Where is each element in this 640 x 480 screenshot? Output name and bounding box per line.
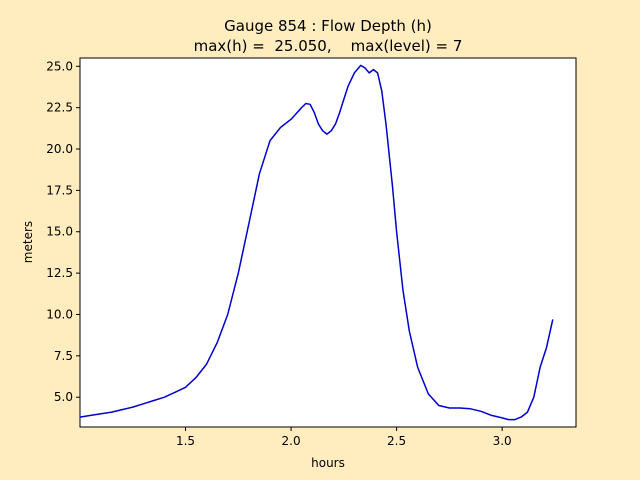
y-axis-ticks: 5.0 7.5 10.0 12.5 15.0 17.5 20.0 22.5 25.0 bbox=[46, 59, 80, 404]
y-tick-label: 17.5 bbox=[46, 183, 73, 197]
y-tick-label: 22.5 bbox=[46, 101, 73, 115]
chart-title-line-2: max(h) = 25.050, max(level) = 7 bbox=[194, 37, 463, 55]
y-tick-label: 25.0 bbox=[46, 59, 73, 73]
y-tick-label: 15.0 bbox=[46, 225, 73, 239]
x-tick-label: 1.5 bbox=[176, 434, 195, 448]
series-line-flow-depth bbox=[79, 64, 554, 421]
y-axis-label: meters bbox=[21, 221, 35, 263]
x-axis-label: hours bbox=[311, 456, 345, 470]
x-tick-label: 3.0 bbox=[493, 434, 512, 448]
x-axis-ticks: 1.5 2.0 2.5 3.0 bbox=[176, 427, 512, 448]
chart-title-line-1: Gauge 854 : Flow Depth (h) bbox=[224, 17, 432, 35]
y-tick-label: 5.0 bbox=[54, 390, 73, 404]
y-tick-label: 20.0 bbox=[46, 142, 73, 156]
plot-area bbox=[79, 57, 577, 428]
x-tick-label: 2.5 bbox=[387, 434, 406, 448]
y-tick-label: 12.5 bbox=[46, 266, 73, 280]
y-tick-label: 7.5 bbox=[54, 349, 73, 363]
x-tick-label: 2.0 bbox=[282, 434, 301, 448]
y-tick-label: 10.0 bbox=[46, 307, 73, 321]
